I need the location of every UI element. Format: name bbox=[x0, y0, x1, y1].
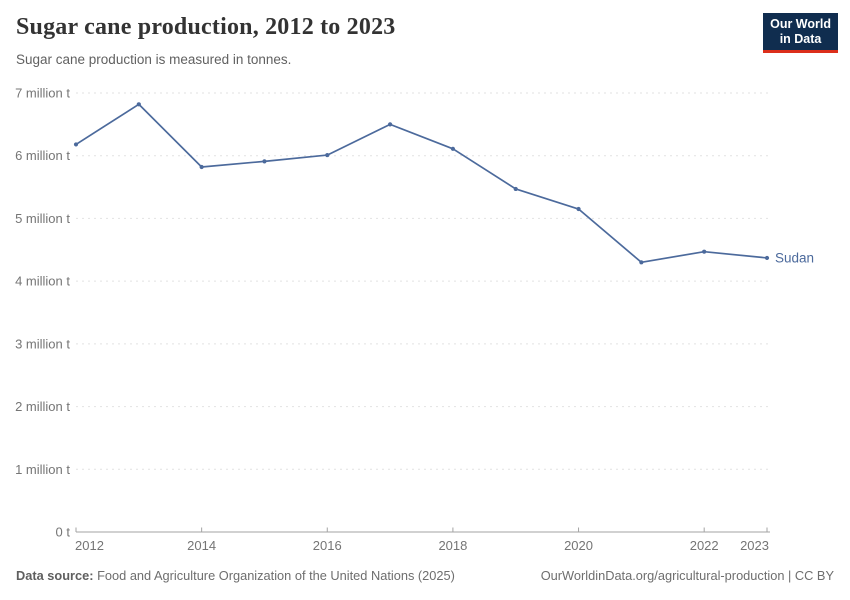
y-tick-label: 0 t bbox=[56, 525, 71, 540]
data-point[interactable] bbox=[262, 159, 267, 164]
x-tick-label: 2018 bbox=[438, 538, 467, 553]
data-point[interactable] bbox=[576, 206, 581, 212]
x-tick-label: 2014 bbox=[187, 538, 216, 553]
x-tick-label: 2023 bbox=[740, 538, 769, 553]
x-tick-label: 2016 bbox=[313, 538, 342, 553]
y-tick-label: 7 million t bbox=[15, 86, 70, 101]
y-tick-label: 1 million t bbox=[15, 462, 70, 477]
data-point[interactable] bbox=[513, 186, 518, 192]
chart-footer: Data source: Food and Agriculture Organi… bbox=[16, 568, 834, 583]
data-point[interactable] bbox=[199, 164, 204, 170]
y-tick-label: 3 million t bbox=[15, 336, 70, 351]
data-point[interactable] bbox=[325, 152, 330, 158]
data-point[interactable] bbox=[387, 122, 393, 127]
owid-logo-line2: in Data bbox=[779, 32, 822, 46]
page-title: Sugar cane production, 2012 to 2023 bbox=[16, 14, 396, 40]
data-source: Data source: Food and Agriculture Organi… bbox=[16, 568, 455, 583]
owid-logo[interactable]: Our World in Data bbox=[763, 13, 838, 53]
series-line[interactable] bbox=[75, 103, 768, 264]
data-point[interactable] bbox=[136, 102, 141, 107]
data-point[interactable] bbox=[73, 142, 79, 147]
credit-line: OurWorldinData.org/agricultural-producti… bbox=[540, 568, 834, 583]
data-source-label: Data source: bbox=[16, 568, 94, 583]
data-point[interactable] bbox=[639, 260, 644, 265]
entity-label[interactable]: Sudan bbox=[775, 250, 814, 265]
data-point[interactable] bbox=[764, 255, 770, 261]
owid-logo-line1: Our World bbox=[770, 17, 831, 31]
x-tick-label: 2020 bbox=[564, 538, 593, 553]
y-tick-label: 5 million t bbox=[15, 211, 70, 226]
page-subtitle: Sugar cane production is measured in ton… bbox=[16, 52, 292, 67]
data-point[interactable] bbox=[450, 146, 456, 151]
y-tick-label: 4 million t bbox=[15, 274, 70, 289]
y-tick-label: 2 million t bbox=[15, 399, 70, 414]
x-tick-label: 2022 bbox=[690, 538, 719, 553]
data-point[interactable] bbox=[702, 249, 707, 254]
data-source-text: Food and Agriculture Organization of the… bbox=[97, 568, 455, 583]
x-tick-label: 2012 bbox=[75, 538, 104, 553]
y-tick-label: 6 million t bbox=[15, 148, 70, 163]
